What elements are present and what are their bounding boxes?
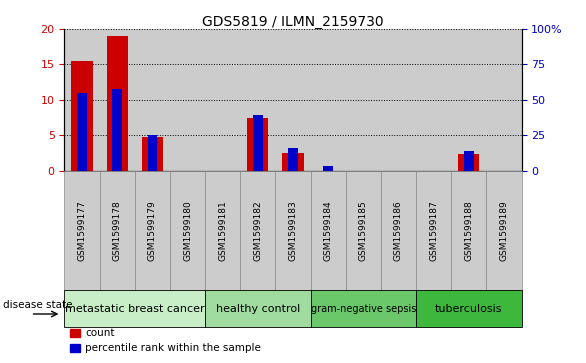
Text: gram-negative sepsis: gram-negative sepsis	[311, 303, 416, 314]
Bar	[247, 118, 268, 171]
Bar	[107, 36, 128, 171]
Bar	[416, 171, 451, 290]
Bar	[323, 166, 333, 171]
Text: GSM1599187: GSM1599187	[429, 200, 438, 261]
Legend: count, percentile rank within the sample: count, percentile rank within the sample	[70, 328, 261, 354]
Bar	[205, 290, 311, 327]
Bar	[311, 171, 346, 290]
Bar	[288, 148, 298, 171]
Bar	[458, 154, 479, 171]
Text: GDS5819 / ILMN_2159730: GDS5819 / ILMN_2159730	[202, 15, 384, 29]
Bar	[240, 29, 275, 171]
Bar	[464, 151, 473, 171]
Text: GSM1599188: GSM1599188	[464, 200, 473, 261]
Bar	[135, 29, 170, 171]
Text: GSM1599180: GSM1599180	[183, 200, 192, 261]
Bar	[100, 29, 135, 171]
Bar	[240, 171, 275, 290]
Bar	[275, 29, 311, 171]
Bar	[253, 115, 263, 171]
Bar	[311, 290, 416, 327]
Text: GSM1599184: GSM1599184	[323, 200, 333, 261]
Text: GSM1599189: GSM1599189	[499, 200, 509, 261]
Bar	[170, 29, 205, 171]
Text: healthy control: healthy control	[216, 303, 300, 314]
Text: GSM1599177: GSM1599177	[77, 200, 87, 261]
Bar	[346, 171, 381, 290]
Text: GSM1599179: GSM1599179	[148, 200, 157, 261]
Text: GSM1599186: GSM1599186	[394, 200, 403, 261]
Bar	[71, 61, 93, 171]
Bar	[148, 135, 157, 171]
Text: GSM1599185: GSM1599185	[359, 200, 368, 261]
Bar	[170, 171, 205, 290]
Bar	[64, 29, 100, 171]
Bar	[416, 290, 522, 327]
Text: tuberculosis: tuberculosis	[435, 303, 503, 314]
Bar	[205, 171, 240, 290]
Bar	[100, 171, 135, 290]
Bar	[205, 29, 240, 171]
Bar	[416, 29, 451, 171]
Bar	[142, 136, 163, 171]
Text: metastatic breast cancer: metastatic breast cancer	[65, 303, 205, 314]
Bar	[77, 93, 87, 171]
Bar	[64, 171, 100, 290]
Bar	[381, 29, 416, 171]
Bar	[135, 171, 170, 290]
Bar	[282, 153, 304, 171]
Bar	[311, 29, 346, 171]
Bar	[451, 171, 486, 290]
Bar	[275, 171, 311, 290]
Bar	[486, 29, 522, 171]
Bar	[486, 171, 522, 290]
Text: GSM1599178: GSM1599178	[113, 200, 122, 261]
Bar	[113, 89, 122, 171]
Bar	[381, 171, 416, 290]
Bar	[451, 29, 486, 171]
Bar	[346, 29, 381, 171]
Text: GSM1599181: GSM1599181	[218, 200, 227, 261]
Text: GSM1599183: GSM1599183	[288, 200, 298, 261]
Text: GSM1599182: GSM1599182	[253, 200, 263, 261]
Text: disease state: disease state	[3, 300, 73, 310]
Bar	[64, 290, 205, 327]
